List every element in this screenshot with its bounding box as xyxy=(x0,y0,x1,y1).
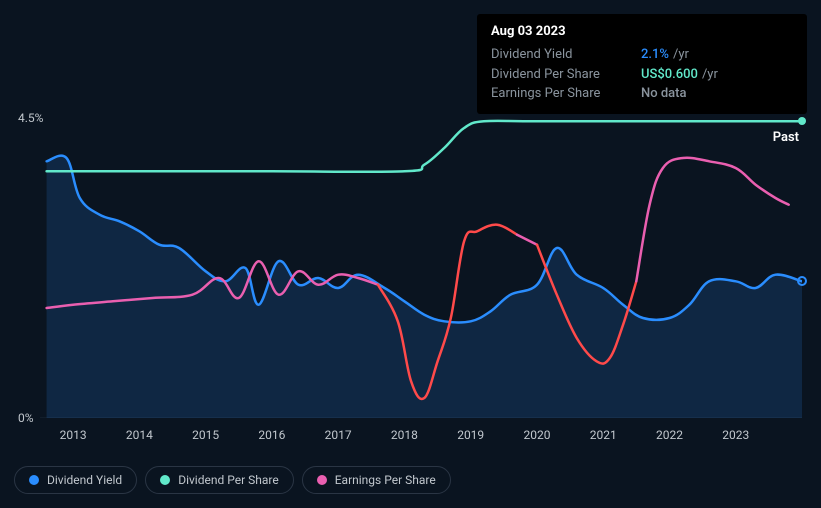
legend-item-earnings_per_share[interactable]: Earnings Per Share xyxy=(302,466,451,494)
y-axis-tick: 0% xyxy=(18,411,34,425)
legend-dot xyxy=(317,475,327,485)
chart-container: Aug 03 2023 Dividend Yield2.1%/yrDividen… xyxy=(0,0,821,508)
tooltip-row: Dividend Per ShareUS$0.600/yr xyxy=(491,65,793,85)
legend-item-dividend_per_share[interactable]: Dividend Per Share xyxy=(145,466,294,494)
legend-label: Dividend Yield xyxy=(47,473,122,487)
tooltip-row-label: Dividend Yield xyxy=(491,45,641,65)
legend-dot xyxy=(29,475,39,485)
legend: Dividend Yield Dividend Per Share Earnings… xyxy=(14,466,451,494)
x-axis-tick: 2020 xyxy=(523,428,550,442)
x-axis-tick: 2019 xyxy=(457,428,484,442)
tooltip-row-value: No data xyxy=(641,84,687,104)
x-axis: 2013 2014 2015 2016 2017 2018 2019 2020 2021 2022… xyxy=(40,428,802,446)
series-end-marker xyxy=(798,117,806,125)
x-axis-tick: 2016 xyxy=(258,428,285,442)
legend-label: Earnings Per Share xyxy=(335,473,436,487)
x-axis-tick: 2015 xyxy=(192,428,219,442)
x-axis-tick: 2018 xyxy=(391,428,418,442)
x-axis-tick: 2017 xyxy=(325,428,352,442)
past-label: Past xyxy=(773,130,799,145)
tooltip-row: Earnings Per ShareNo data xyxy=(491,84,793,104)
tooltip-row: Dividend Yield2.1%/yr xyxy=(491,45,793,65)
x-axis-tick: 2021 xyxy=(590,428,617,442)
x-axis-tick: 2014 xyxy=(126,428,153,442)
x-axis-tick: 2013 xyxy=(60,428,87,442)
chart-plot-area: 0%4.5% xyxy=(40,118,802,418)
x-axis-tick: 2023 xyxy=(722,428,749,442)
series-end-marker xyxy=(797,276,807,286)
tooltip-row-value: 2.1% xyxy=(641,45,669,65)
legend-dot xyxy=(160,475,170,485)
chart-svg xyxy=(40,118,802,418)
legend-label: Dividend Per Share xyxy=(178,473,279,487)
tooltip-row-unit: /yr xyxy=(702,65,718,85)
tooltip-row-unit: /yr xyxy=(673,45,689,65)
hover-tooltip: Aug 03 2023 Dividend Yield2.1%/yrDividen… xyxy=(477,14,807,114)
tooltip-row-label: Earnings Per Share xyxy=(491,84,641,104)
x-axis-tick: 2022 xyxy=(656,428,683,442)
tooltip-row-value: US$0.600 xyxy=(641,65,698,85)
tooltip-date: Aug 03 2023 xyxy=(491,24,793,39)
legend-item-dividend_yield[interactable]: Dividend Yield xyxy=(14,466,137,494)
tooltip-rows: Dividend Yield2.1%/yrDividend Per ShareU… xyxy=(491,45,793,104)
tooltip-row-label: Dividend Per Share xyxy=(491,65,641,85)
